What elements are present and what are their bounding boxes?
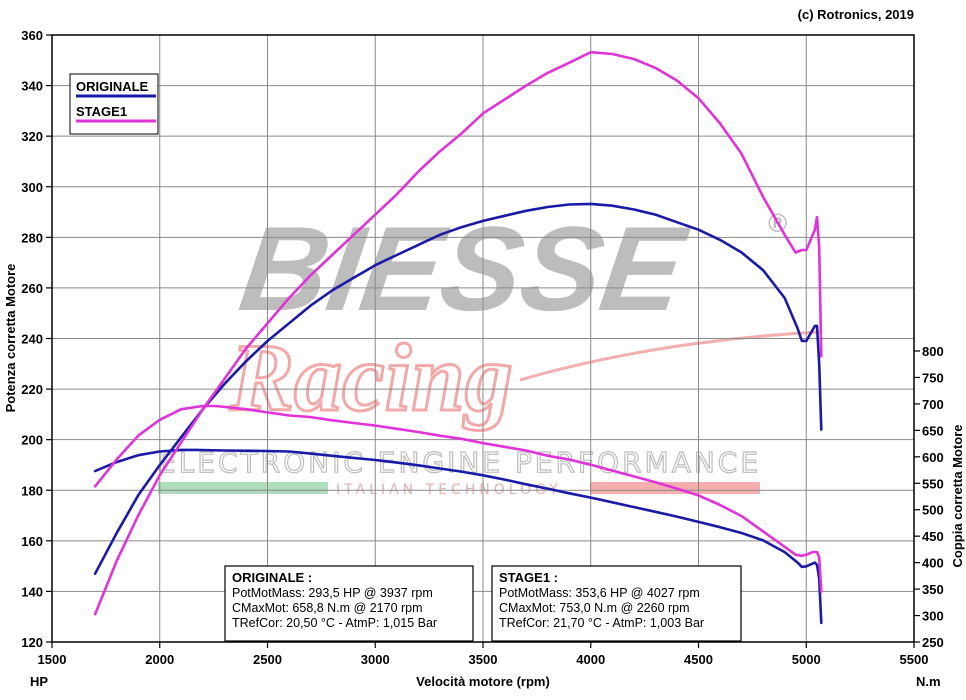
y2-unit-label: N.m xyxy=(916,674,941,689)
x-axis-label: Velocità motore (rpm) xyxy=(416,674,550,689)
torque-curve-stage1 xyxy=(93,404,823,594)
y2-tick-label: 400 xyxy=(922,556,944,571)
info-box-originale: ORIGINALE : PotMotMass: 293,5 HP @ 3937 … xyxy=(224,565,474,642)
x-tick-label: 4500 xyxy=(684,652,713,667)
info-box-frame xyxy=(224,565,474,642)
info-title: ORIGINALE : xyxy=(232,570,312,585)
info-line: CMaxMot: 658,8 N.m @ 2170 rpm xyxy=(232,601,423,615)
y2-axis-label: Coppia corretta Motore xyxy=(950,424,965,567)
x-tick-label: 5500 xyxy=(900,652,929,667)
x-tick-label: 5000 xyxy=(792,652,821,667)
copyright: (c) Rotronics, 2019 xyxy=(798,7,914,22)
y2-tick-label: 450 xyxy=(922,529,944,544)
info-title: STAGE1 : xyxy=(499,570,558,585)
legend-box xyxy=(69,73,159,135)
y2-tick-label: 350 xyxy=(922,582,944,597)
y2-tick-label: 250 xyxy=(922,635,944,650)
y-tick-label: 260 xyxy=(21,281,43,296)
x-unit-label: HP xyxy=(30,674,48,689)
y-tick-label: 120 xyxy=(21,635,43,650)
y-tick-label: 320 xyxy=(21,129,43,144)
power-curve-originale xyxy=(93,202,823,576)
axes: 1500 2000 2500 3000 3500 4000 4500 5000 5500 120 1… xyxy=(21,28,943,667)
info-box-frame xyxy=(491,565,742,642)
y-tick-label: 140 xyxy=(21,584,43,599)
y2-tick-label: 300 xyxy=(922,609,944,624)
y2-tick-label: 500 xyxy=(922,503,944,518)
x-tick-label: 2500 xyxy=(253,652,282,667)
y-tick-label: 200 xyxy=(21,433,43,448)
watermark-green-bar xyxy=(158,482,328,494)
watermark-swoosh xyxy=(519,330,821,382)
y2-tick-label: 600 xyxy=(922,450,944,465)
x-tick-label: 3000 xyxy=(361,652,390,667)
info-line: PotMotMass: 353,6 HP @ 4027 rpm xyxy=(499,586,700,600)
x-tick-label: 4000 xyxy=(576,652,605,667)
watermark-script: Racing xyxy=(229,324,513,431)
legend-label-originale: ORIGINALE xyxy=(76,79,149,94)
y-tick-label: 360 xyxy=(21,28,43,43)
y2-tick-label: 550 xyxy=(922,476,944,491)
y2-tick-label: 650 xyxy=(922,423,944,438)
torque-curve-originale xyxy=(93,448,823,625)
watermark-brand: BIESSE xyxy=(233,202,696,336)
y-tick-label: 220 xyxy=(21,382,43,397)
info-line: CMaxMot: 753,0 N.m @ 2260 rpm xyxy=(499,601,690,615)
y-tick-label: 300 xyxy=(21,180,43,195)
x-tick-label: 3500 xyxy=(469,652,498,667)
y-axis-label: Potenza corretta Motore xyxy=(3,264,18,413)
power-curve-stage1 xyxy=(93,50,823,616)
y-tick-label: 160 xyxy=(21,534,43,549)
y-tick-label: 240 xyxy=(21,332,43,347)
y-tick-label: 340 xyxy=(21,79,43,94)
legend: ORIGINALE STAGE1 xyxy=(69,73,159,135)
y-tick-label: 280 xyxy=(21,230,43,245)
info-box-stage1: STAGE1 : PotMotMass: 353,6 HP @ 4027 rpm… xyxy=(491,565,742,642)
y-tick-label: 180 xyxy=(21,483,43,498)
info-line: PotMotMass: 293,5 HP @ 3937 rpm xyxy=(232,586,433,600)
grid xyxy=(52,35,914,642)
x-tick-label: 2000 xyxy=(145,652,174,667)
y2-tick-label: 700 xyxy=(922,397,944,412)
info-line: TRefCor: 20,50 °C - AtmP: 1,015 Bar xyxy=(232,616,437,630)
x-tick-label: 1500 xyxy=(38,652,67,667)
y2-tick-label: 750 xyxy=(922,370,944,385)
curves xyxy=(93,50,823,625)
legend-label-stage1: STAGE1 xyxy=(76,104,127,119)
info-line: TRefCor: 21,70 °C - AtmP: 1,003 Bar xyxy=(499,616,704,630)
y2-tick-label: 800 xyxy=(922,344,944,359)
